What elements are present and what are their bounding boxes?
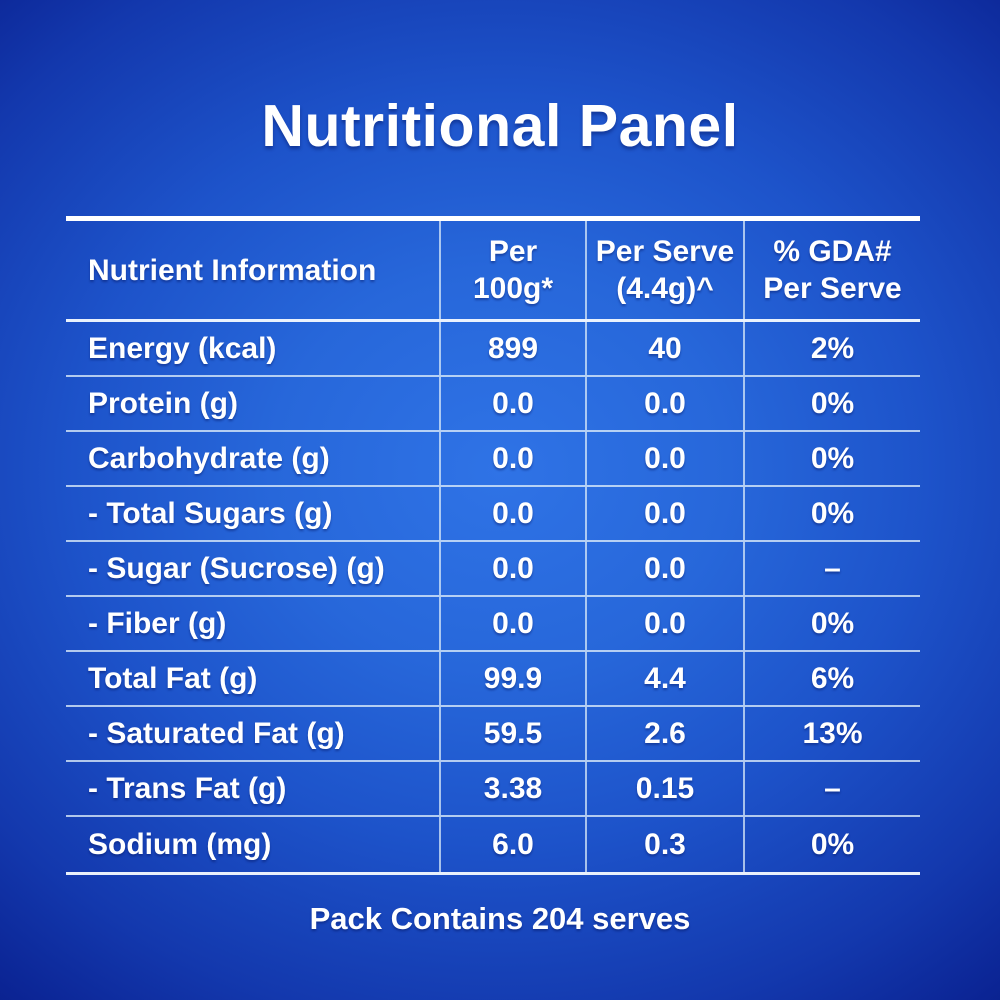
table-row: - Saturated Fat (g) 59.5 2.6 13%: [66, 707, 920, 762]
nutrient-label: - Fiber (g): [66, 597, 441, 650]
per-serve-value: 0.3: [587, 817, 745, 872]
per-100g-value: 0.0: [441, 597, 587, 650]
gda-per-serve-value: 13%: [802, 716, 863, 750]
per-100g-value: 59.5: [441, 707, 587, 760]
table-row: - Trans Fat (g) 3.38 0.15 –: [66, 762, 920, 817]
table-body: Energy (kcal) 899 40 2% Protein (g) 0.0 0.0 0% C…: [66, 322, 920, 872]
per-serve-value: 0.0: [587, 432, 745, 485]
table-row: Carbohydrate (g) 0.0 0.0 0%: [66, 432, 920, 487]
pack-contains-note: Pack Contains 204 serves: [309, 901, 691, 936]
table-row: - Sugar (Sucrose) (g) 0.0 0.0–: [66, 542, 920, 597]
per-100g-value: 3.38: [441, 762, 587, 815]
gda-per-serve-value: 6%: [810, 661, 855, 695]
nutrient-label: - Trans Fat (g): [66, 762, 441, 815]
table-row: Energy (kcal) 899 40 2%: [66, 322, 920, 377]
nutrient-label: Sodium (mg): [66, 817, 441, 872]
per-serve-value: 0.0: [587, 542, 745, 595]
gda-per-serve-value: –: [824, 771, 841, 805]
gda-per-serve-value: 0%: [810, 441, 855, 475]
per-100g-value: 0.0: [441, 432, 587, 485]
table-row: Protein (g) 0.0 0.0 0%: [66, 377, 920, 432]
gda-per-serve-value: 2%: [810, 331, 855, 365]
per-serve-value: 0.0: [587, 597, 745, 650]
nutrition-table: Nutrient Information Per 100g* Per Serve…: [66, 216, 920, 875]
per-serve-value: 4.4: [587, 652, 745, 705]
nutrient-label: Carbohydrate (g): [66, 432, 441, 485]
per-serve-value: 2.6: [587, 707, 745, 760]
table-row: Total Fat (g) 99.9 4.4 6%: [66, 652, 920, 707]
per-serve-value: 0.15: [587, 762, 745, 815]
per-100g-value: 0.0: [441, 377, 587, 430]
header-nutrient-information: Nutrient Information: [66, 221, 441, 319]
per-serve-value: 40: [587, 322, 745, 375]
nutrient-label: Total Fat (g): [66, 652, 441, 705]
gda-per-serve-value: –: [824, 551, 841, 585]
per-100g-value: 6.0: [441, 817, 587, 872]
header-per-serve: Per Serve (4.4g)^: [587, 221, 745, 319]
table-row: Sodium (mg) 6.0 0.3 0%: [66, 817, 920, 872]
per-serve-value: 0.0: [587, 377, 745, 430]
nutrient-label: - Saturated Fat (g): [66, 707, 441, 760]
nutrient-label: - Total Sugars (g): [66, 487, 441, 540]
header-per-100g: Per 100g*: [441, 221, 587, 319]
per-100g-value: 99.9: [441, 652, 587, 705]
gda-per-serve-value: 0%: [810, 827, 855, 861]
per-100g-value: 0.0: [441, 487, 587, 540]
per-100g-value: 899: [441, 322, 587, 375]
per-serve-value: 0.0: [587, 487, 745, 540]
table-row: - Total Sugars (g) 0.0 0.0 0%: [66, 487, 920, 542]
table-row: - Fiber (g) 0.0 0.0 0%: [66, 597, 920, 652]
gda-per-serve-value: 0%: [810, 606, 855, 640]
nutrient-label: Protein (g): [66, 377, 441, 430]
header-gda-per-serve: % GDA# Per Serve: [763, 235, 902, 305]
nutrient-label: Energy (kcal): [66, 322, 441, 375]
table-header-row: Nutrient Information Per 100g* Per Serve…: [66, 221, 920, 322]
gda-per-serve-value: 0%: [810, 496, 855, 530]
page-title: Nutritional Panel: [261, 93, 739, 159]
gda-per-serve-value: 0%: [810, 386, 855, 420]
per-100g-value: 0.0: [441, 542, 587, 595]
nutrient-label: - Sugar (Sucrose) (g): [66, 542, 441, 595]
